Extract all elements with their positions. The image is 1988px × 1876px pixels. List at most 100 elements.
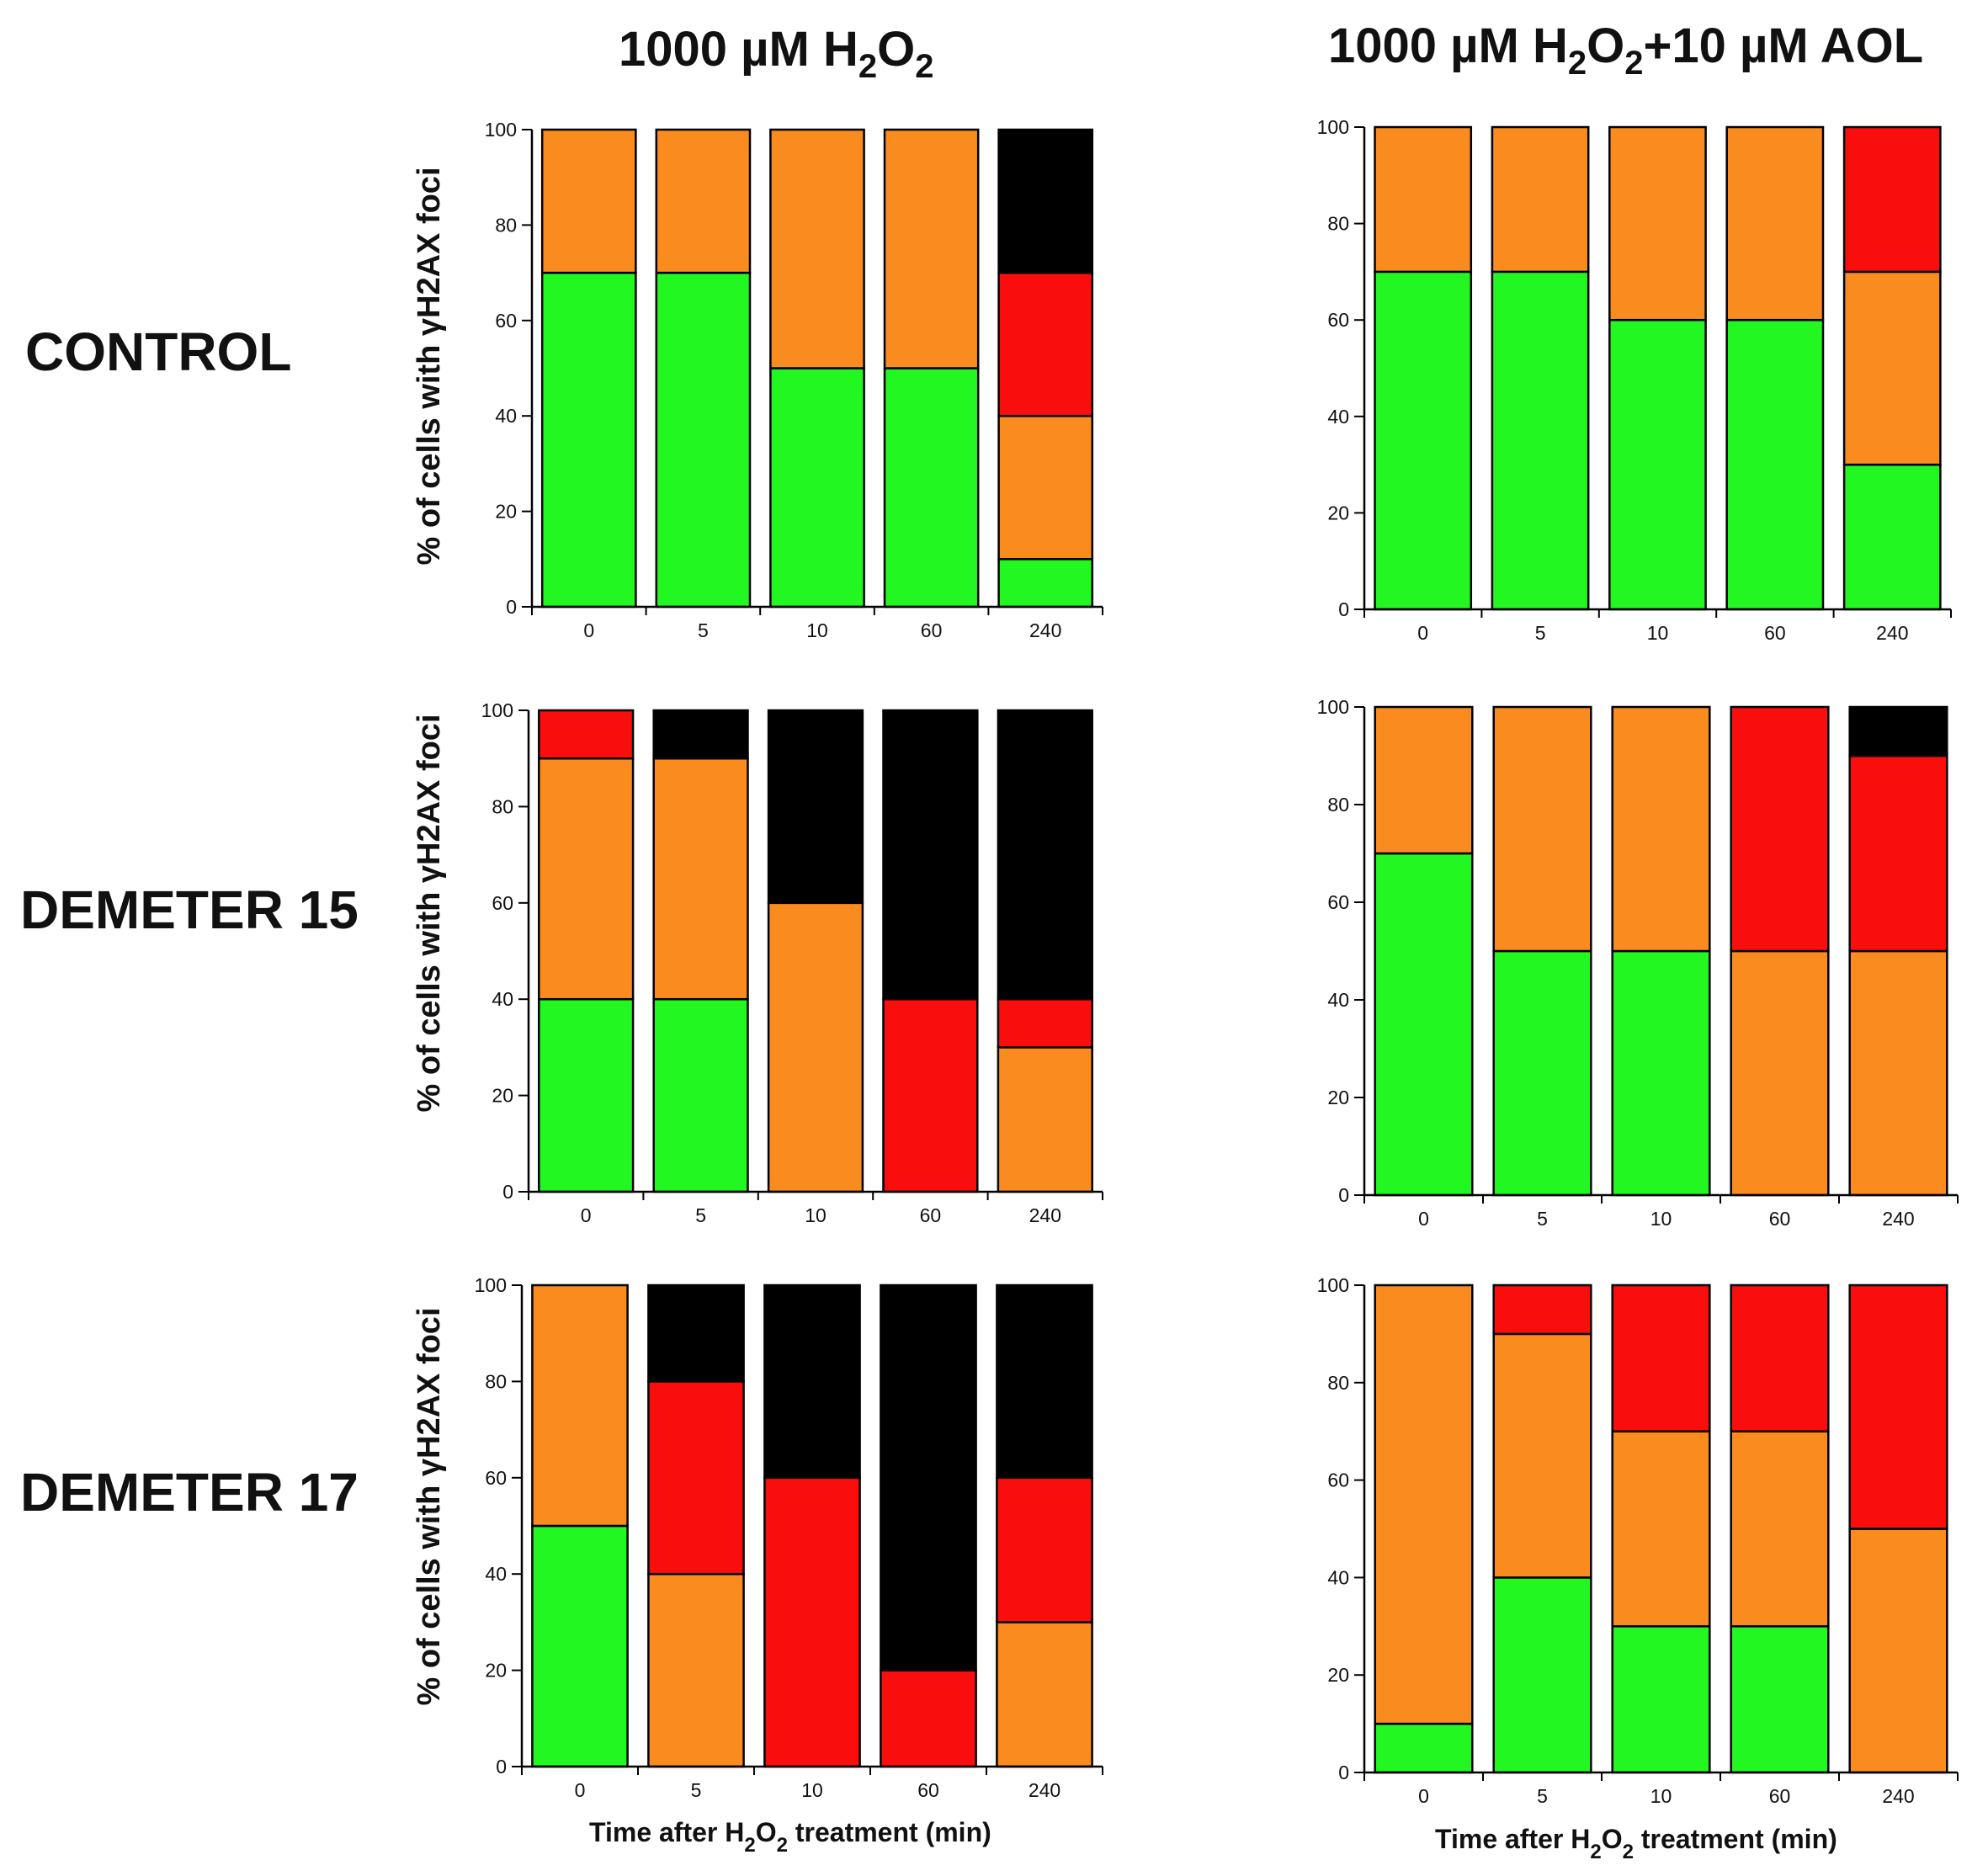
bar-segment-green-60 (1725, 318, 1825, 611)
x-tick-label-0: 0 (1418, 1208, 1429, 1230)
row-label-demeter-15: DEMETER 15 (20, 880, 359, 940)
x-tick-label-5: 5 (1537, 1208, 1548, 1230)
bar-segment-black-10 (763, 1283, 861, 1480)
bar-segment-black-10 (767, 709, 864, 905)
x-tick-label-240: 240 (1882, 1208, 1914, 1230)
bar-segment-black-60 (882, 709, 979, 1001)
bar-segment-green-10 (1608, 318, 1707, 611)
bar-segment-green-5 (1491, 270, 1590, 611)
chart-panel-control-h2o2-aol: 0 20 40 60 80 100 0 5 10 60 240 (1317, 116, 1952, 644)
bar-segment-orange-0 (1374, 125, 1473, 274)
bar-segment-orange-0 (531, 1283, 629, 1528)
x-axis-label-left: Time after H2O2 treatment (min) (589, 1817, 991, 1857)
y-tick-label-60: 60 (492, 892, 513, 914)
x-tick-label-60: 60 (1764, 622, 1786, 644)
bar-segment-green-0 (1374, 852, 1474, 1197)
x-tick-label-0: 0 (583, 619, 594, 641)
bar-segment-red-10 (1611, 1283, 1711, 1432)
y-tick-label-40: 40 (1327, 989, 1349, 1011)
bar-segment-black-240 (996, 1283, 1093, 1480)
y-tick-label-80: 80 (1327, 213, 1349, 235)
y-tick-label-80: 80 (485, 1370, 507, 1392)
y-tick-label-40: 40 (485, 1563, 507, 1585)
x-tick-label-240: 240 (1029, 1204, 1061, 1226)
y-tick-label-40: 40 (492, 988, 513, 1010)
bar-segment-orange-240 (997, 414, 1094, 561)
bar-segment-green-0 (1374, 1722, 1474, 1774)
x-tick-label-5: 5 (698, 619, 709, 641)
y-tick-label-20: 20 (485, 1660, 507, 1682)
y-tick-label-100: 100 (1317, 116, 1349, 138)
x-tick-label-5: 5 (1537, 1785, 1548, 1807)
x-tick-label-10: 10 (805, 1204, 827, 1226)
x-tick-label-60: 60 (920, 1204, 942, 1226)
bar-segment-orange-0 (1374, 705, 1474, 855)
x-tick-label-10: 10 (1650, 1785, 1672, 1807)
y-tick-label-20: 20 (1327, 502, 1349, 523)
bar-segment-orange-5 (647, 1572, 745, 1768)
x-tick-label-240: 240 (1882, 1785, 1914, 1807)
bar-segment-green-0 (531, 1524, 629, 1768)
bar-segment-green-10 (1611, 1625, 1711, 1774)
y-tick-label-20: 20 (492, 1085, 513, 1107)
bar-segment-red-5 (647, 1380, 745, 1576)
bar-segment-red-10 (763, 1476, 861, 1768)
bar-segment-green-0 (540, 271, 637, 609)
y-axis-label-row-1: % of cells with γH2AX foci (412, 167, 447, 566)
bar-segment-green-5 (1492, 1576, 1592, 1774)
bar-segment-orange-10 (1611, 705, 1711, 953)
bar-segment-green-5 (1492, 949, 1592, 1197)
bar-segment-orange-60 (883, 128, 980, 369)
bar-segment-orange-10 (1608, 125, 1707, 322)
y-tick-label-40: 40 (1327, 406, 1349, 428)
row-label-control: CONTROL (25, 322, 291, 382)
bar-segment-orange-5 (652, 757, 749, 1001)
x-axis-label-right: Time after H2O2 treatment (min) (1435, 1824, 1837, 1863)
bar-segment-orange-0 (1374, 1283, 1474, 1725)
bar-segment-green-60 (883, 367, 980, 609)
bar-segment-black-240 (997, 709, 1093, 1001)
y-tick-label-100: 100 (485, 119, 517, 141)
bar-segment-black-240 (1848, 705, 1948, 757)
x-tick-label-60: 60 (1769, 1785, 1791, 1807)
bar-segment-red-240 (997, 271, 1094, 417)
bar-segment-green-0 (538, 997, 635, 1193)
y-tick-label-20: 20 (1327, 1664, 1349, 1686)
y-tick-label-100: 100 (475, 1274, 507, 1296)
y-tick-label-60: 60 (1327, 891, 1349, 913)
x-tick-label-0: 0 (575, 1779, 586, 1801)
x-tick-label-0: 0 (1418, 1785, 1429, 1807)
bar-segment-orange-5 (655, 128, 752, 274)
y-tick-label-40: 40 (495, 405, 517, 427)
bar-segment-orange-240 (997, 1046, 1093, 1193)
x-tick-label-10: 10 (1650, 1208, 1672, 1230)
bar-segment-black-60 (880, 1283, 977, 1671)
bar-segment-orange-0 (540, 128, 637, 274)
y-tick-label-0: 0 (502, 1181, 513, 1203)
y-tick-label-100: 100 (1317, 1274, 1349, 1296)
column-title-left: 1000 µM H2O2 (619, 22, 934, 85)
bar-segment-orange-10 (1611, 1430, 1711, 1628)
x-tick-label-0: 0 (581, 1204, 592, 1226)
bar-segment-orange-60 (1730, 1430, 1830, 1628)
bar-segment-orange-10 (769, 128, 865, 369)
bar-segment-green-10 (1611, 949, 1711, 1197)
column-title-right: 1000 µM H2O2+10 µM AOL (1328, 19, 1923, 82)
x-tick-label-240: 240 (1876, 622, 1908, 644)
y-tick-label-60: 60 (495, 310, 517, 332)
bar-segment-orange-10 (767, 901, 864, 1193)
x-tick-label-240: 240 (1029, 619, 1061, 641)
y-tick-label-0: 0 (496, 1756, 507, 1778)
x-tick-label-10: 10 (806, 619, 828, 641)
x-tick-label-5: 5 (1535, 622, 1546, 644)
y-tick-label-20: 20 (495, 501, 517, 523)
bar-segment-red-60 (882, 997, 979, 1193)
bar-segment-black-240 (997, 128, 1094, 274)
bar-segment-green-0 (1374, 270, 1473, 611)
bar-segment-red-5 (1492, 1283, 1592, 1336)
bar-segment-orange-5 (1492, 1332, 1592, 1579)
bar-segment-red-240 (996, 1476, 1093, 1624)
bar-segment-orange-240 (1848, 949, 1948, 1197)
bar-segment-red-240 (1848, 754, 1948, 953)
